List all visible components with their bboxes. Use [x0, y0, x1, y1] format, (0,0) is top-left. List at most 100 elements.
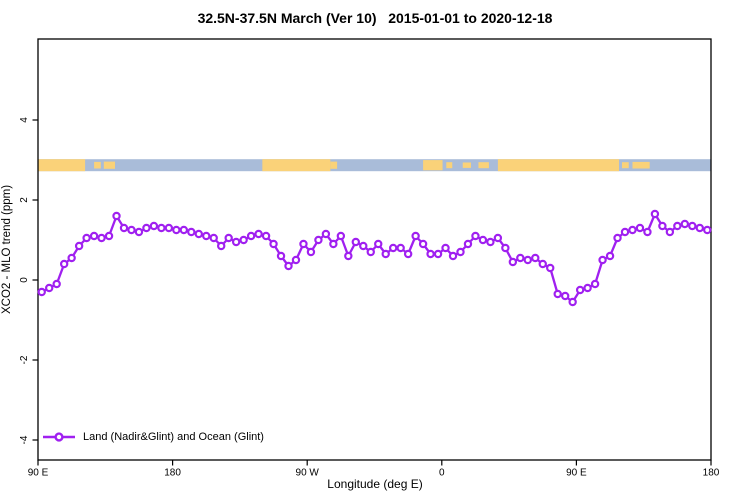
- data-point-marker: [665, 227, 675, 237]
- data-point-marker: [418, 239, 428, 249]
- data-point-marker: [269, 239, 278, 249]
- data-point-marker: [575, 285, 585, 295]
- x-tick-label: 90 W: [296, 468, 320, 479]
- data-point-marker: [127, 225, 136, 235]
- x-tick-label: 180: [703, 468, 720, 479]
- legend-label: Land (Nadir&Glint) and Ocean (Glint): [83, 431, 264, 443]
- x-tick-label: 90 E: [566, 468, 587, 479]
- data-point-marker: [134, 227, 144, 237]
- data-point-marker: [650, 209, 660, 219]
- data-point-marker: [231, 237, 241, 247]
- plot-border: [37, 38, 712, 461]
- data-point-marker: [501, 243, 510, 253]
- data-point-marker: [187, 227, 196, 237]
- data-point-marker: [703, 225, 712, 235]
- x-tick-label: 0: [439, 468, 445, 479]
- data-point-marker: [590, 279, 600, 289]
- data-point-marker: [523, 255, 532, 265]
- data-point-marker: [643, 227, 652, 237]
- data-point-marker: [321, 229, 331, 239]
- data-point-marker: [179, 225, 189, 235]
- data-point-marker: [471, 231, 480, 241]
- data-point-marker: [246, 231, 256, 241]
- data-point-marker: [194, 229, 203, 239]
- y-tick-label: -2: [19, 355, 30, 364]
- data-point-marker: [299, 239, 308, 249]
- legend-line-marker-icon: [43, 432, 75, 442]
- data-point-marker: [658, 221, 667, 231]
- map-strip-land-segment: [103, 161, 116, 169]
- y-tick-label: 2: [19, 197, 30, 203]
- data-point-marker: [217, 241, 226, 251]
- y-tick-label: 0: [19, 277, 30, 283]
- data-point-marker: [74, 241, 84, 251]
- data-point-marker: [209, 233, 218, 243]
- data-point-marker: [344, 251, 353, 261]
- map-strip-land-segment: [462, 162, 471, 168]
- data-point-marker: [37, 287, 46, 297]
- data-point-marker: [366, 247, 375, 257]
- legend: Land (Nadir&Glint) and Ocean (Glint): [42, 428, 264, 446]
- data-point-marker: [239, 235, 248, 245]
- data-point-marker: [635, 223, 645, 233]
- data-point-marker: [486, 237, 495, 247]
- data-point-marker: [673, 221, 682, 231]
- data-point-marker: [493, 233, 503, 243]
- map-strip-land-segment: [262, 159, 331, 172]
- data-point-marker: [82, 233, 91, 243]
- data-point-marker: [381, 249, 390, 259]
- data-point-marker: [202, 231, 211, 241]
- data-point-marker: [336, 231, 346, 241]
- map-strip-land-segment: [423, 160, 443, 171]
- data-point-marker: [157, 223, 166, 233]
- data-point-marker: [508, 257, 518, 267]
- data-point-marker: [351, 237, 361, 247]
- x-axis-title: Longitude (deg E): [327, 477, 423, 491]
- data-point-marker: [403, 249, 413, 259]
- data-point-marker: [688, 221, 697, 231]
- data-point-marker: [261, 231, 271, 241]
- data-point-marker: [426, 249, 435, 259]
- data-point-marker: [329, 239, 338, 249]
- map-strip-land-segment: [478, 162, 489, 169]
- data-point-marker: [546, 263, 555, 273]
- data-point-marker: [628, 225, 637, 235]
- y-tick-label: -4: [19, 435, 30, 444]
- data-point-marker: [411, 231, 420, 241]
- data-point-marker: [45, 283, 54, 293]
- data-point-marker: [531, 253, 540, 263]
- data-point-marker: [52, 279, 61, 289]
- map-strip-land-segment: [94, 161, 101, 169]
- data-point-marker: [396, 243, 405, 253]
- data-point-marker: [291, 255, 301, 265]
- map-strip-land-segment: [446, 162, 453, 169]
- data-point-marker: [172, 225, 181, 235]
- data-point-marker: [583, 283, 592, 293]
- data-point-marker: [89, 231, 99, 241]
- data-point-marker: [224, 233, 233, 243]
- data-point-marker: [448, 251, 458, 261]
- data-point-marker: [149, 221, 159, 231]
- data-point-marker: [695, 223, 704, 233]
- data-point-marker: [388, 243, 398, 253]
- data-point-marker: [568, 297, 577, 307]
- data-point-marker: [284, 261, 293, 271]
- data-point-marker: [433, 249, 443, 259]
- y-tick-label: 4: [19, 117, 30, 123]
- map-strip-land-segment: [330, 161, 338, 169]
- data-point-marker: [605, 251, 615, 261]
- data-point-marker: [478, 235, 488, 245]
- data-point-marker: [276, 251, 286, 261]
- data-point-marker: [59, 259, 69, 269]
- data-point-marker: [306, 247, 316, 257]
- data-point-marker: [620, 227, 630, 237]
- data-point-marker: [314, 235, 323, 245]
- data-point-marker: [680, 219, 690, 229]
- map-strip-land-segment: [497, 159, 620, 172]
- data-point-marker: [560, 291, 570, 301]
- data-point-marker: [598, 255, 607, 265]
- data-point-marker: [553, 289, 562, 299]
- x-tick-label: 90 E: [28, 468, 49, 479]
